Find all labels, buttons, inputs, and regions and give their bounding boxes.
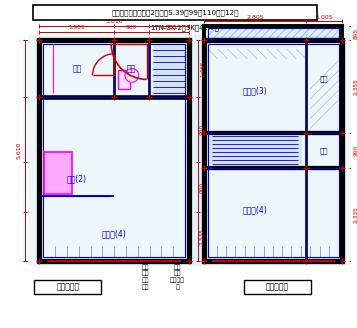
Text: ２階平面図: ２階平面図 <box>266 282 289 292</box>
Polygon shape <box>194 25 354 266</box>
Text: 900: 900 <box>126 25 137 30</box>
Text: 805: 805 <box>353 28 357 39</box>
Text: 1,465: 1,465 <box>200 60 205 77</box>
Text: 1,905: 1,905 <box>69 25 85 30</box>
Polygon shape <box>152 44 185 93</box>
Circle shape <box>125 69 139 82</box>
Text: 1,005: 1,005 <box>160 25 177 30</box>
Text: 和室３(4): 和室３(4) <box>242 205 267 214</box>
Text: 5,610: 5,610 <box>17 142 22 159</box>
Text: 2,355: 2,355 <box>353 78 357 95</box>
Polygon shape <box>204 26 342 40</box>
Polygon shape <box>118 70 130 89</box>
Polygon shape <box>208 136 302 164</box>
Text: 押入: 押入 <box>320 147 328 154</box>
Polygon shape <box>44 152 72 194</box>
Text: 1TN-3K-2　3K　42.7㎡: 1TN-3K-2 3K 42.7㎡ <box>151 24 220 31</box>
Text: 900: 900 <box>200 124 205 135</box>
Text: 台所(2): 台所(2) <box>67 174 87 183</box>
Text: 和室２(3): 和室２(3) <box>242 87 267 96</box>
Text: １階平面図: １階平面図 <box>56 282 80 292</box>
Text: 2,805: 2,805 <box>246 14 264 19</box>
Text: 2,335: 2,335 <box>353 206 357 223</box>
Text: 2,335: 2,335 <box>200 228 205 245</box>
Polygon shape <box>27 35 207 266</box>
Text: 汲取
無し
プロパン
ー: 汲取 無し プロパン ー <box>170 264 185 290</box>
Text: 900: 900 <box>353 145 357 156</box>
Text: 和室１(4): 和室１(4) <box>102 229 126 238</box>
Text: 萩原住宅　簡易耐火2階建　S.39　99～110号　12戸: 萩原住宅 簡易耐火2階建 S.39 99～110号 12戸 <box>111 9 239 16</box>
Text: 玄関: 玄関 <box>127 64 136 73</box>
Text: 浴室: 浴室 <box>72 64 81 73</box>
Text: 900: 900 <box>200 181 205 193</box>
Text: 3,810: 3,810 <box>105 19 123 24</box>
Text: 1,005: 1,005 <box>316 14 333 19</box>
Text: 便所
浴槽
ガス
下水: 便所 浴槽 ガス 下水 <box>142 264 150 290</box>
Text: 押入: 押入 <box>320 75 328 82</box>
